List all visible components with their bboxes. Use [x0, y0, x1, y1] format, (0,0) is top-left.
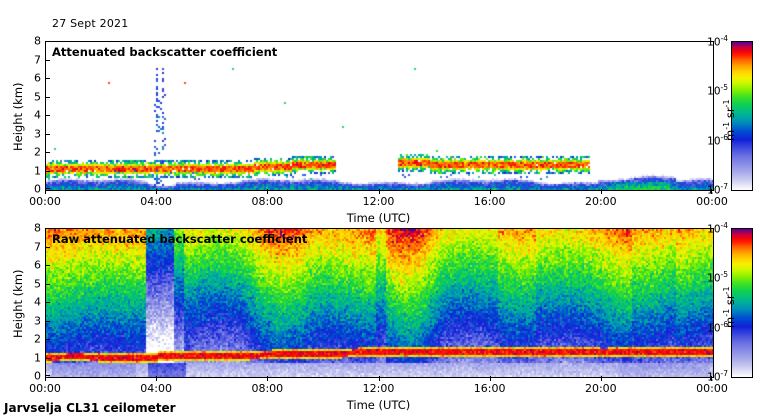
y-tick-label: 8 — [34, 221, 41, 235]
x-tick-label: 16:00 — [473, 195, 506, 208]
y-tick-label: 0 — [34, 182, 41, 196]
colorbar-tick-label: 10-5 — [707, 83, 728, 98]
x-tick — [378, 376, 380, 381]
x-tick-label: 12:00 — [362, 382, 395, 395]
colorbar-title-top: m-1 sr-1 — [722, 99, 737, 141]
y-tick — [45, 265, 50, 266]
x-tick — [45, 189, 46, 194]
y-tick-label: 2 — [34, 332, 41, 346]
y-tick — [45, 188, 50, 189]
x-tick — [711, 189, 712, 194]
y-tick-label: 1 — [34, 351, 41, 364]
x-axis-bottom: 00:00 04:00 08:00 12:00 16:00 20:00 00:00 — [29, 376, 728, 398]
y-tick — [45, 375, 50, 376]
x-tick — [489, 376, 491, 381]
y-tick — [45, 96, 50, 98]
colorbar-tick-label: 10-7 — [707, 368, 728, 384]
station-label: Jarvselja CL31 ceilometer — [4, 401, 176, 415]
x-tick-label: 00:00 — [29, 382, 61, 395]
x-tick-label: 12:00 — [362, 195, 395, 208]
colorbar-bottom — [731, 228, 753, 378]
y-tick — [45, 246, 50, 248]
y-axis-labels-top: 0 1 2 3 4 5 6 7 8 — [15, 36, 41, 195]
y-tick-label: 8 — [34, 34, 41, 48]
y-tick-label: 4 — [34, 295, 41, 309]
x-tick — [378, 189, 380, 194]
colorbar-tick-label: 10-4 — [707, 220, 728, 236]
x-axis-title-top: Time (UTC) — [346, 211, 411, 225]
x-tick-label: 00:00 — [696, 195, 728, 208]
x-axis-title-bottom: Time (UTC) — [346, 398, 411, 412]
colorbar-tick-label: 10-7 — [707, 181, 728, 197]
x-tick-label: 08:00 — [251, 195, 284, 208]
plot-panel-raw-backscatter: Raw attenuated backscatter coefficient — [45, 228, 714, 378]
x-tick — [156, 189, 158, 194]
y-tick — [45, 283, 50, 285]
y-axis-labels-bottom: 0 1 2 3 4 5 6 7 8 — [15, 223, 41, 382]
y-axis-title-top: Height (km) — [11, 82, 25, 151]
x-tick-label: 00:00 — [696, 382, 728, 395]
x-tick — [489, 189, 491, 194]
y-tick-label: 6 — [34, 258, 41, 272]
x-tick — [156, 376, 158, 381]
y-tick-label: 7 — [34, 240, 41, 253]
x-tick-label: 16:00 — [473, 382, 506, 395]
y-tick-label: 7 — [34, 53, 41, 66]
x-tick — [267, 376, 269, 381]
x-tick — [600, 376, 602, 381]
y-tick-label: 3 — [34, 127, 41, 140]
y-tick-label: 3 — [34, 314, 41, 327]
colorbar-title-bottom: m-1 sr-1 — [722, 286, 737, 328]
colorbar-tick-label: 10-5 — [707, 270, 728, 285]
colorbar-tick-label: 10-6 — [707, 319, 728, 334]
x-tick-label: 04:00 — [140, 195, 173, 208]
colorbar-tick-label: 10-6 — [707, 132, 728, 147]
plot-panel-attenuated-backscatter: Attenuated backscatter coefficient — [45, 41, 714, 191]
y-tick — [45, 320, 50, 322]
x-tick — [600, 189, 602, 194]
y-tick-label: 5 — [34, 277, 41, 290]
y-axis-title-bottom: Height (km) — [11, 269, 25, 338]
y-tick-label: 5 — [34, 90, 41, 103]
x-tick-label: 08:00 — [251, 382, 284, 395]
y-tick-label: 6 — [34, 71, 41, 85]
x-tick-label: 00:00 — [29, 195, 61, 208]
x-tick — [711, 376, 712, 381]
x-tick — [267, 189, 269, 194]
y-tick — [45, 115, 50, 116]
y-tick — [45, 339, 50, 340]
y-tick-label: 2 — [34, 145, 41, 159]
y-tick — [45, 78, 50, 79]
y-tick — [45, 133, 50, 135]
y-axis-ticks-bottom — [45, 228, 53, 376]
colorbar-labels-bottom: 10-4 10-5 10-6 10-7 — [690, 221, 728, 384]
x-tick-label: 20:00 — [584, 195, 617, 208]
colorbar-tick-label: 10-4 — [707, 33, 728, 49]
y-tick-label: 1 — [34, 164, 41, 177]
date-label: 27 Sept 2021 — [52, 17, 129, 30]
y-tick — [45, 228, 50, 229]
y-tick — [45, 152, 50, 153]
heatmap-canvas-bottom — [46, 229, 713, 377]
y-tick — [45, 41, 50, 42]
y-tick — [45, 302, 50, 303]
x-tick-label: 04:00 — [140, 382, 173, 395]
y-tick-label: 4 — [34, 108, 41, 122]
y-tick — [45, 357, 50, 359]
y-tick-label: 0 — [34, 369, 41, 383]
y-tick — [45, 170, 50, 172]
x-tick-label: 20:00 — [584, 382, 617, 395]
x-axis-top: 00:00 04:00 08:00 12:00 16:00 20:00 00:00 — [29, 189, 728, 211]
y-axis-ticks-top — [45, 41, 53, 189]
y-tick — [45, 59, 50, 61]
colorbar-top — [731, 41, 753, 191]
colorbar-labels-top: 10-4 10-5 10-6 10-7 — [690, 34, 728, 197]
panel-title-bottom: Raw attenuated backscatter coefficient — [52, 232, 308, 246]
heatmap-canvas-top — [46, 42, 713, 190]
panel-title-top: Attenuated backscatter coefficient — [52, 45, 278, 59]
x-tick — [45, 376, 46, 381]
